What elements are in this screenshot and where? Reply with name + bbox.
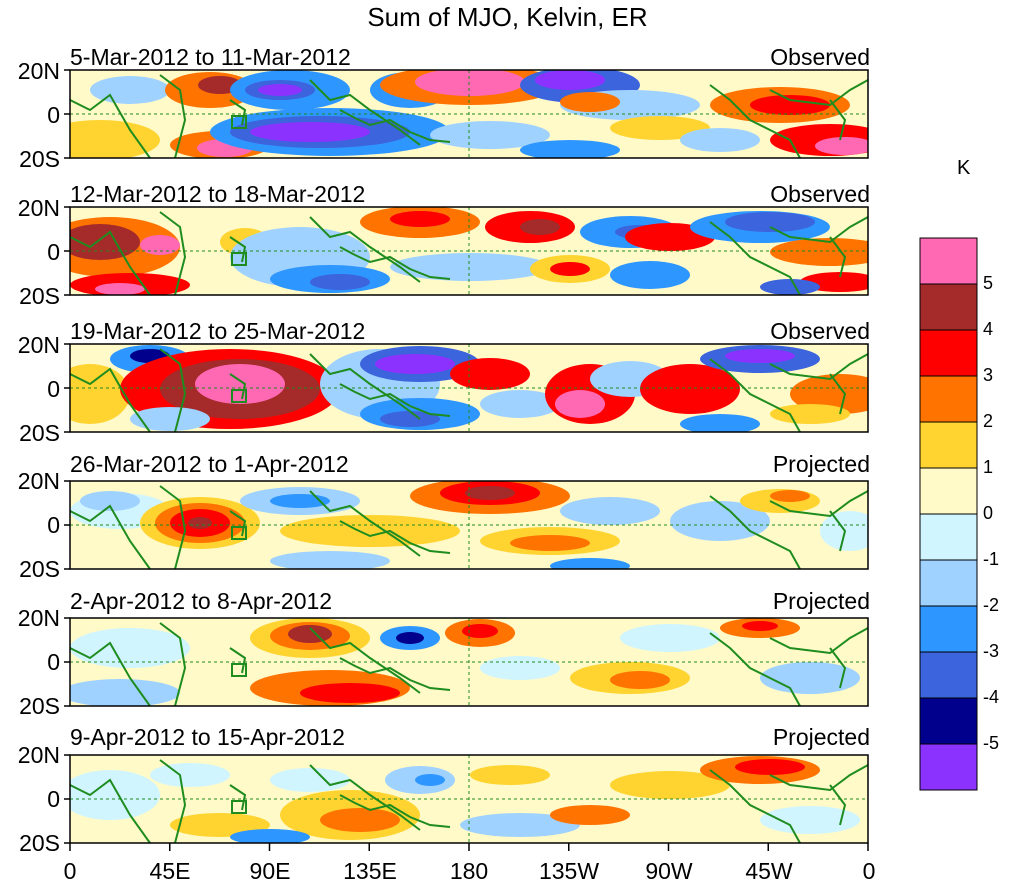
index-box-marker (231, 252, 247, 266)
ylabel-p2-20n: 20N (17, 195, 60, 221)
panel-4-dates: 26-Mar-2012 to 1-Apr-2012 (70, 451, 349, 477)
ylabel-p4-0: 0 (47, 512, 60, 538)
index-box-marker (231, 526, 247, 540)
coastline-panel-5 (64, 617, 869, 707)
colorbar (919, 237, 978, 791)
xlabel-135e: 135E (343, 858, 397, 884)
colorbar-swatch (919, 651, 978, 699)
coastline-panel-3 (64, 343, 869, 433)
ylabel-p5-0: 0 (47, 649, 60, 675)
ylabel-p1-20s: 20S (19, 146, 60, 172)
panel-1-status: Observed (770, 44, 870, 70)
colorbar-swatch (919, 743, 978, 791)
ylabel-p6-20s: 20S (19, 830, 60, 856)
index-box-marker (231, 115, 247, 129)
colorbar-label-0: 0 (983, 503, 994, 523)
map-panel-6 (70, 755, 868, 843)
colorbar-swatch (919, 237, 978, 285)
ylabel-p4-20n: 20N (17, 468, 60, 494)
ylabel-p3-0: 0 (47, 376, 60, 402)
colorbar-swatch (919, 283, 978, 331)
index-box-marker (231, 389, 247, 403)
coastline-panel-2 (64, 206, 869, 296)
xlabel-0-end: 0 (862, 858, 876, 884)
xlabel-0: 0 (63, 858, 77, 884)
panel-2-status: Observed (770, 181, 870, 207)
colorbar-unit: K (957, 157, 971, 179)
panel-5-status: Projected (772, 588, 870, 614)
colorbar-swatch (919, 329, 978, 377)
panel-6-status: Projected (772, 724, 870, 750)
colorbar-label-5: 5 (983, 273, 994, 293)
colorbar-swatch (919, 421, 978, 469)
ylabel-p4-20s: 20S (19, 556, 60, 582)
colorbar-label-4: 4 (983, 319, 994, 339)
ylabel-p3-20s: 20S (19, 420, 60, 446)
panel-6-dates: 9-Apr-2012 to 15-Apr-2012 (70, 724, 345, 750)
colorbar-label-m5: -5 (983, 733, 1000, 753)
map-panel-5 (70, 618, 868, 706)
colorbar-label-1: 1 (983, 457, 994, 477)
ylabel-p2-0: 0 (47, 239, 60, 265)
xlabel-90w: 90W (645, 858, 693, 884)
colorbar-swatch (919, 559, 978, 607)
panel-3-status: Observed (770, 318, 870, 344)
colorbar-label-m1: -1 (983, 549, 1000, 569)
figure-title: Sum of MJO, Kelvin, ER (367, 2, 648, 32)
xlabel-135w: 135W (538, 858, 600, 884)
index-box-marker (231, 800, 247, 814)
colorbar-swatch (919, 375, 978, 423)
map-panel-3 (70, 344, 868, 432)
xlabel-90e: 90E (249, 858, 291, 884)
coastline-panel-4 (64, 480, 869, 570)
colorbar-label-3: 3 (983, 365, 994, 385)
xlabel-45w: 45W (745, 858, 793, 884)
ylabel-p5-20n: 20N (17, 605, 60, 631)
colorbar-label-m4: -4 (983, 687, 1000, 707)
colorbar-swatch (919, 605, 978, 653)
xlabel-180: 180 (449, 858, 489, 884)
colorbar-label-m2: -2 (983, 595, 1000, 615)
colorbar-swatch (919, 513, 978, 561)
xlabel-45e: 45E (149, 858, 191, 884)
panel-1-dates: 5-Mar-2012 to 11-Mar-2012 (70, 44, 351, 70)
colorbar-label-m3: -3 (983, 641, 1000, 661)
map-panel-4 (70, 481, 868, 569)
panel-5-dates: 2-Apr-2012 to 8-Apr-2012 (70, 588, 333, 614)
map-panel-1 (70, 70, 868, 158)
ylabel-p5-20s: 20S (19, 693, 60, 719)
ylabel-p1-0: 0 (47, 102, 60, 128)
panel-3-dates: 19-Mar-2012 to 25-Mar-2012 (70, 318, 366, 344)
ylabel-p2-20s: 20S (19, 283, 60, 309)
ylabel-p1-20n: 20N (17, 58, 60, 84)
index-box-marker (231, 663, 247, 677)
panel-2-dates: 12-Mar-2012 to 18-Mar-2012 (70, 181, 366, 207)
ylabel-p6-20n: 20N (17, 742, 60, 768)
colorbar-label-2: 2 (983, 411, 994, 431)
coastline-panel-1 (64, 69, 869, 159)
colorbar-swatch (919, 697, 978, 745)
ylabel-p6-0: 0 (47, 786, 60, 812)
ylabel-p3-20n: 20N (17, 332, 60, 358)
panel-4-status: Projected (772, 451, 870, 477)
colorbar-swatch (919, 467, 978, 515)
